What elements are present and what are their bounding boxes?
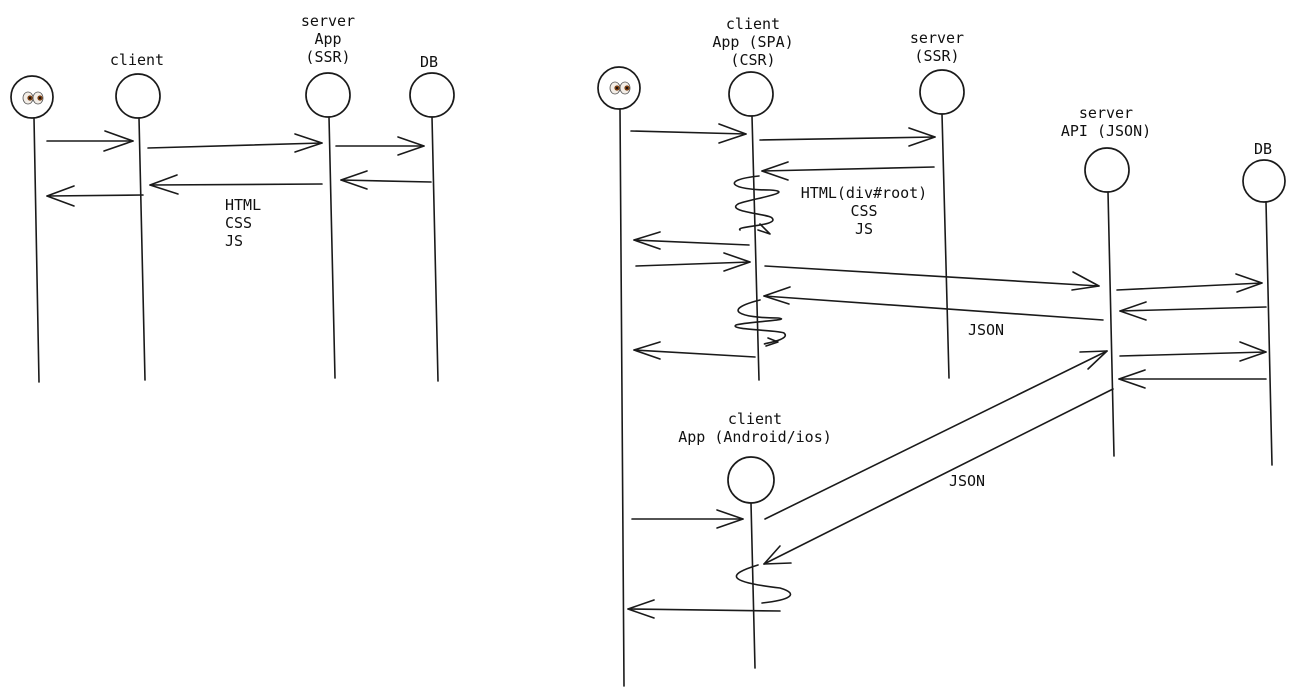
csr-ssr-server-label: server (SSR) [909,29,965,65]
csr-arrow-db-to-api-2 [1118,369,1267,389]
csr-arrow-db-to-api [1119,301,1267,321]
csr-arrow-client-to-user-1 [633,231,750,250]
ssr-db-lifeline [409,72,455,382]
csr-arrow-api-to-client [763,286,1104,321]
csr-user-actor [597,66,641,687]
mobile-json-label: JSON [948,472,986,490]
csr-arrow-client-to-user-3 [633,341,756,360]
ssr-arrow-client-to-server [147,133,323,153]
csr-api-server-label: server API (JSON) [1060,104,1152,140]
ssr-arrow-server-to-client [149,174,323,195]
csr-html-response-label: HTML(div#root) CSS JS [800,184,928,238]
csr-arrow-client-to-ssr-server [759,127,936,147]
csr-ssr-server-lifeline [919,69,965,379]
csr-db-lifeline [1242,159,1286,466]
eyes-icon [22,91,44,105]
mobile-client-label: client App (Android/ios) [678,410,832,446]
csr-arrow-api-to-db [1116,273,1263,293]
ssr-arrow-user-to-client [46,130,134,152]
csr-client-lifeline [728,71,774,381]
mobile-render-squiggle [735,564,792,604]
mobile-arrow-app-to-api [764,350,1108,520]
mobile-arrow-api-to-app [763,388,1114,565]
mobile-arrow-app-to-user [627,599,781,619]
ssr-client-label: client [109,51,165,69]
eyes-icon [609,81,631,95]
csr-render-squiggle-2 [734,299,787,347]
csr-client-label: client App (SPA) (CSR) [712,15,794,69]
ssr-client-lifeline [115,73,161,381]
ssr-db-label: DB [419,53,439,71]
ssr-response-label: HTML CSS JS [225,196,262,250]
mobile-arrow-user-to-app [631,509,744,529]
csr-api-server-lifeline [1084,147,1130,457]
ssr-arrow-db-to-server [340,170,432,190]
csr-arrow-ssr-server-to-client [761,161,935,181]
ssr-server-label: server App (SSR) [300,12,356,66]
csr-arrow-user-to-client [630,123,747,144]
csr-arrow-client-to-api [764,265,1100,291]
mobile-client-lifeline [727,456,775,669]
ssr-server-lifeline [305,72,351,379]
ssr-arrow-client-to-user [46,185,144,207]
csr-arrow-api-to-db-2 [1119,341,1267,362]
csr-db-label: DB [1253,140,1273,158]
csr-arrow-user-to-client-2 [635,252,751,272]
ssr-arrow-server-to-db [335,136,425,156]
csr-render-squiggle-1 [733,175,780,235]
ssr-user-actor [10,75,54,383]
csr-json-label: JSON [967,321,1005,339]
